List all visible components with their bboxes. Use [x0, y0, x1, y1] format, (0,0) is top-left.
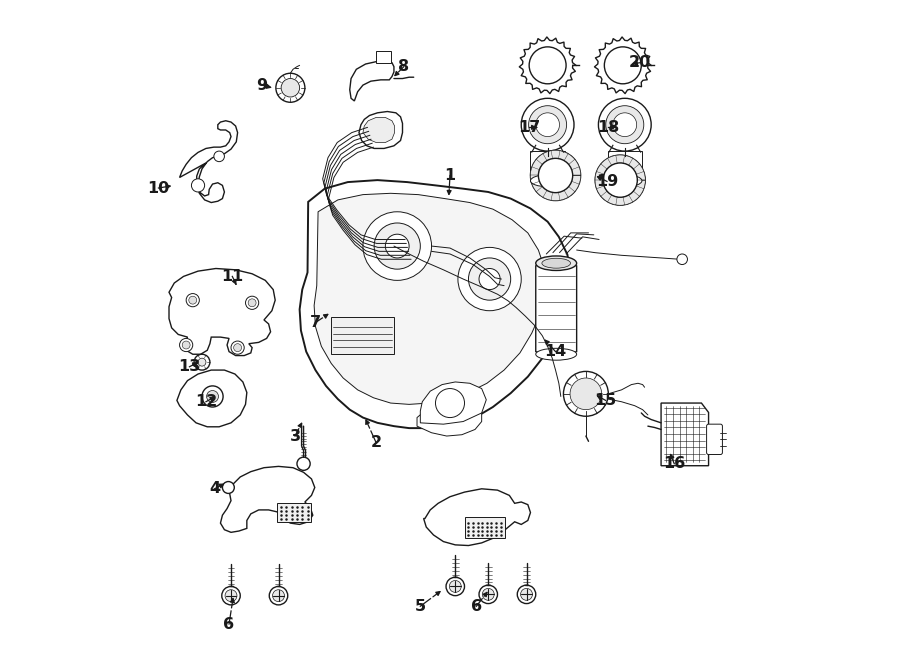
- Polygon shape: [177, 370, 247, 427]
- Circle shape: [570, 378, 602, 410]
- Text: 10: 10: [148, 180, 169, 196]
- Bar: [376, 51, 391, 63]
- Circle shape: [479, 585, 498, 603]
- Text: 4: 4: [209, 481, 220, 496]
- Bar: [608, 151, 642, 180]
- Polygon shape: [300, 180, 570, 428]
- Polygon shape: [530, 151, 581, 200]
- Circle shape: [563, 371, 608, 416]
- FancyBboxPatch shape: [706, 424, 723, 455]
- Circle shape: [225, 590, 237, 602]
- Circle shape: [529, 47, 566, 84]
- Polygon shape: [662, 403, 708, 466]
- Bar: [277, 503, 311, 522]
- Circle shape: [269, 586, 288, 605]
- Polygon shape: [359, 112, 402, 149]
- Circle shape: [521, 98, 574, 151]
- Text: 18: 18: [598, 120, 619, 135]
- Ellipse shape: [536, 256, 577, 270]
- Circle shape: [518, 585, 536, 603]
- Polygon shape: [314, 193, 546, 405]
- Ellipse shape: [530, 175, 565, 186]
- Circle shape: [538, 159, 572, 192]
- Circle shape: [530, 151, 581, 200]
- Circle shape: [482, 588, 494, 600]
- Circle shape: [214, 151, 224, 162]
- Polygon shape: [595, 155, 645, 205]
- Circle shape: [595, 155, 645, 205]
- Circle shape: [449, 580, 461, 592]
- Circle shape: [180, 338, 193, 352]
- Text: 17: 17: [518, 120, 540, 135]
- Ellipse shape: [542, 258, 571, 268]
- Ellipse shape: [608, 175, 642, 186]
- Circle shape: [207, 391, 219, 403]
- Circle shape: [363, 212, 431, 280]
- Circle shape: [604, 47, 642, 84]
- Circle shape: [297, 457, 310, 471]
- Circle shape: [536, 113, 560, 137]
- Circle shape: [189, 296, 197, 304]
- Polygon shape: [220, 467, 315, 532]
- Circle shape: [436, 389, 464, 418]
- Text: 3: 3: [290, 428, 301, 444]
- Text: 5: 5: [415, 599, 426, 613]
- Circle shape: [677, 254, 688, 264]
- Circle shape: [469, 258, 510, 300]
- Circle shape: [182, 341, 190, 349]
- Circle shape: [231, 341, 244, 354]
- Text: 11: 11: [221, 269, 244, 284]
- Ellipse shape: [536, 348, 577, 360]
- Circle shape: [198, 358, 206, 366]
- Polygon shape: [180, 121, 238, 202]
- Circle shape: [248, 299, 256, 307]
- Polygon shape: [169, 268, 275, 356]
- Circle shape: [273, 590, 284, 602]
- Text: 6: 6: [471, 599, 482, 613]
- Circle shape: [458, 247, 521, 311]
- Circle shape: [202, 386, 223, 407]
- Text: 12: 12: [194, 394, 217, 409]
- Bar: [530, 151, 565, 180]
- Text: 19: 19: [596, 174, 618, 189]
- Text: 16: 16: [663, 456, 686, 471]
- Text: 13: 13: [178, 360, 201, 374]
- Text: 9: 9: [256, 77, 267, 93]
- Polygon shape: [417, 407, 482, 436]
- Circle shape: [221, 586, 240, 605]
- Circle shape: [222, 482, 234, 493]
- Circle shape: [192, 178, 204, 192]
- Polygon shape: [363, 118, 394, 143]
- Circle shape: [234, 344, 241, 352]
- Circle shape: [374, 223, 420, 269]
- Circle shape: [528, 106, 567, 143]
- Circle shape: [194, 354, 210, 370]
- Circle shape: [606, 106, 644, 143]
- Bar: [331, 317, 394, 354]
- Text: 6: 6: [223, 617, 235, 631]
- Circle shape: [281, 79, 300, 97]
- Circle shape: [603, 163, 637, 197]
- Circle shape: [479, 268, 500, 290]
- Circle shape: [446, 577, 464, 596]
- Text: 14: 14: [544, 344, 567, 359]
- Circle shape: [613, 113, 636, 137]
- Circle shape: [186, 293, 199, 307]
- Polygon shape: [424, 488, 530, 545]
- Circle shape: [598, 98, 652, 151]
- Circle shape: [385, 234, 410, 258]
- Polygon shape: [536, 258, 577, 358]
- Polygon shape: [420, 382, 486, 424]
- Text: 2: 2: [371, 435, 382, 450]
- Circle shape: [246, 296, 258, 309]
- Text: 7: 7: [310, 315, 321, 330]
- Text: 8: 8: [399, 59, 410, 74]
- Text: 1: 1: [445, 168, 455, 183]
- Text: 20: 20: [629, 56, 651, 70]
- Circle shape: [276, 73, 305, 102]
- Polygon shape: [350, 61, 394, 101]
- Text: 15: 15: [595, 393, 616, 408]
- Circle shape: [520, 588, 533, 600]
- Bar: [464, 517, 506, 538]
